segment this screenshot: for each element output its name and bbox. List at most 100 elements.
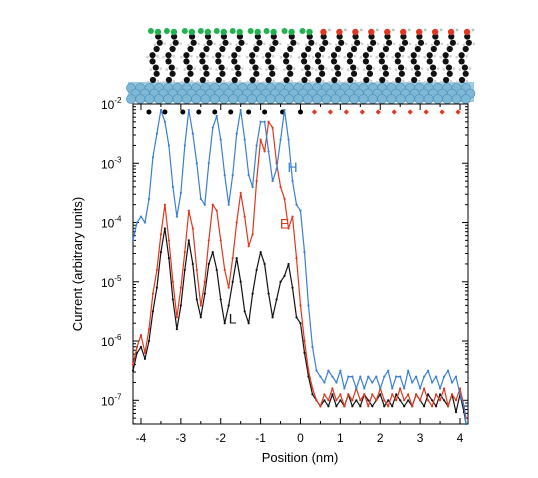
substrate-atom [293, 94, 304, 104]
molecule-chain-atom [314, 58, 322, 65]
hydrogen-atom [265, 68, 268, 71]
hydrogen-atom [462, 43, 466, 47]
hydrogen-atom [439, 55, 442, 59]
molecule-chain-atom [156, 39, 163, 46]
molecule-tip-atom [236, 28, 243, 36]
hydrogen-atom [446, 43, 450, 47]
data-point-L [195, 298, 198, 301]
hydrogen-atom [439, 80, 443, 84]
molecule-tip-atom [299, 28, 306, 34]
data-point-E [239, 191, 242, 194]
data-point-L [311, 393, 314, 396]
hydrogen-atom [159, 67, 163, 70]
data-point-H [359, 375, 362, 378]
substrate-atom [274, 94, 285, 104]
molecule-tip-atom [163, 28, 170, 34]
molecule-tip-atom [204, 28, 212, 36]
hydrogen-atom [229, 42, 232, 46]
data-point-L [235, 256, 238, 260]
hydrogen-atom [410, 68, 414, 71]
data-point-L [335, 405, 338, 408]
data-point-L [371, 405, 374, 408]
hydrogen-atom [337, 54, 341, 58]
molecule-chain-atom [235, 70, 242, 77]
hydrogen-atom [398, 43, 402, 47]
hydrogen-atom [375, 55, 379, 59]
data-point-L [291, 286, 294, 289]
data-point-L [339, 399, 342, 402]
data-point-E [359, 399, 362, 402]
molecule-chain-atom [331, 76, 338, 84]
data-point-H [179, 191, 182, 194]
molecule-chain-atom [272, 39, 279, 46]
data-point-H [335, 381, 338, 384]
data-point-E [367, 405, 370, 408]
hydrogen-atom [193, 67, 197, 70]
red-diamond-marker [407, 109, 413, 115]
hydrogen-atom [261, 55, 265, 59]
data-point-E [351, 399, 354, 402]
data-point-E [143, 351, 147, 354]
series-label-H: H [287, 159, 297, 175]
molecule-chain-atom [318, 64, 325, 71]
y-tick-label: 10-4 [101, 215, 122, 231]
data-point-H [255, 144, 258, 147]
data-point-E [407, 393, 410, 396]
hydrogen-atom [312, 80, 315, 84]
data-point-H [464, 422, 468, 426]
hydrogen-atom [179, 42, 183, 46]
molecule-chain-atom [413, 64, 421, 71]
molecule-chain-atom [363, 76, 370, 84]
molecule-chain-atom [188, 33, 196, 40]
data-point-E [387, 405, 390, 408]
hydrogen-atom [311, 55, 315, 59]
molecule-chain-atom [288, 33, 295, 40]
substrate-atom [302, 94, 313, 104]
hydrogen-atom [245, 55, 249, 59]
molecule-chain-atom [347, 76, 354, 84]
molecule-tip-atom [352, 28, 359, 36]
data-point-L [395, 393, 398, 396]
hydrogen-atom [279, 55, 283, 59]
molecule-chain-atom [204, 33, 212, 40]
data-point-E [227, 286, 230, 289]
data-point-H [231, 174, 234, 177]
molecule-chain-atom [334, 70, 342, 77]
hydrogen-atom [231, 68, 234, 71]
molecule-chain-atom [206, 39, 213, 46]
data-point-H [251, 185, 254, 189]
hydrogen-atom [315, 68, 318, 71]
molecule-chain-atom [354, 39, 361, 46]
data-point-E [343, 405, 346, 408]
y-tick-label: 10-5 [101, 274, 122, 290]
substrate-atom [312, 94, 322, 104]
hydrogen-atom [340, 67, 344, 70]
data-point-E [391, 393, 394, 396]
data-point-E [371, 393, 374, 396]
hydrogen-atom [175, 67, 179, 70]
data-point-H [351, 375, 354, 378]
data-point-L [175, 328, 178, 331]
molecule-tip-atom [400, 28, 407, 36]
red-diamond-marker [359, 109, 365, 115]
data-point-L [131, 369, 135, 372]
molecule-chain-atom [169, 70, 176, 77]
molecule-tip-atom [170, 28, 178, 36]
substrate-atom [460, 94, 471, 104]
molecule-chain-atom [346, 52, 354, 59]
hydrogen-atom [212, 55, 215, 59]
hydrogen-atom [433, 54, 436, 58]
data-point-H [211, 126, 214, 129]
substrate-atom [423, 94, 434, 104]
data-point-H [159, 108, 163, 112]
data-point-E [135, 345, 139, 349]
molecule-chain-atom [265, 52, 272, 59]
molecule-chain-atom [187, 70, 194, 77]
molecule-chain-atom [199, 52, 206, 59]
data-point-E [195, 268, 198, 272]
data-point-H [399, 375, 402, 378]
hydrogen-atom [163, 42, 167, 46]
molecule-chain-atom [155, 33, 162, 40]
data-point-E [279, 185, 282, 189]
data-point-E [434, 393, 438, 396]
